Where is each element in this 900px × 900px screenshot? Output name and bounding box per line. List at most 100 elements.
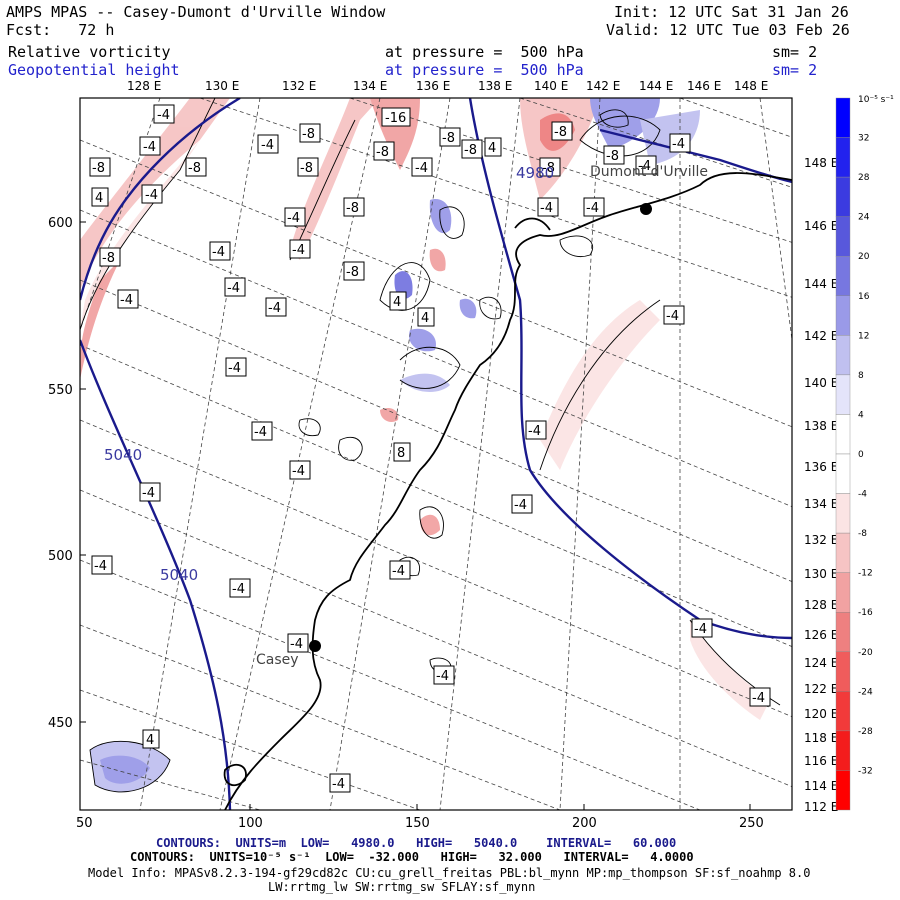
contour-label: -8: [299, 123, 321, 143]
right-label: 116 E: [804, 754, 838, 768]
svg-text:-8: -8: [346, 265, 359, 280]
lon-label: 130 E: [205, 79, 239, 93]
right-label: 146 E: [804, 219, 838, 233]
contour-label: 4: [91, 187, 109, 207]
svg-text:-4: -4: [292, 243, 305, 258]
field1-smoothing: sm= 2: [772, 43, 818, 61]
contour-label: -4: [329, 773, 351, 793]
svg-text:-4: -4: [268, 301, 281, 316]
field2-name: Geopotential height: [8, 61, 180, 79]
contour-label: -4: [91, 555, 113, 575]
colorbar-swatch: [835, 770, 851, 811]
forecast-hour: Fcst: 72 h: [6, 21, 115, 39]
y-axis: 600 550 500 450: [48, 216, 86, 731]
svg-text:-16: -16: [385, 111, 406, 126]
svg-text:-8: -8: [346, 201, 359, 216]
contour-label: 4: [142, 729, 160, 749]
svg-text:-4: -4: [145, 188, 158, 203]
contour-label: -4: [265, 297, 287, 317]
contour-label: -4: [433, 665, 455, 685]
x-tick-label: 250: [739, 816, 764, 831]
field1-level: at pressure = 500 hPa: [385, 43, 584, 61]
contour-label: -8: [343, 197, 365, 217]
contour-label: -8: [461, 139, 483, 159]
contour-label: -4: [669, 133, 691, 153]
contour-label: -8: [343, 261, 365, 281]
contour-label: -4: [691, 618, 713, 638]
colorbar-tick-label: 20: [858, 252, 870, 262]
colorbar-tick-label: -12: [858, 569, 873, 579]
lon-label: 128 E: [127, 79, 161, 93]
right-label: 134 E: [804, 497, 838, 511]
svg-text:-4: -4: [120, 293, 133, 308]
svg-text:-8: -8: [92, 161, 105, 176]
right-label: 138 E: [804, 419, 838, 433]
svg-text:8: 8: [397, 446, 405, 461]
x-tick-label: 150: [405, 816, 430, 831]
colorbar-swatch: [835, 572, 851, 613]
contour-label: -4: [117, 289, 139, 309]
svg-text:-8: -8: [554, 125, 567, 140]
colorbar-swatch: [835, 453, 851, 494]
colorbar-tick-label: 0: [858, 450, 864, 460]
right-label: 140 E: [804, 376, 838, 390]
contour-label: 8: [393, 442, 411, 462]
colorbar-tick-label: -24: [858, 687, 873, 697]
svg-text:-4: -4: [752, 691, 765, 706]
colorbar-tick-label: -8: [858, 529, 867, 539]
x-tick-label: 100: [238, 816, 263, 831]
colorbar-tick-label: 16: [858, 292, 870, 302]
lon-label: 142 E: [586, 79, 620, 93]
svg-text:-4: -4: [694, 622, 707, 637]
svg-text:-4: -4: [332, 777, 345, 792]
dumont-station-label: Dumont d'Urville: [590, 164, 708, 180]
svg-text:-4: -4: [212, 245, 225, 260]
svg-text:-8: -8: [376, 145, 389, 160]
contour-label: -4: [749, 687, 771, 707]
svg-text:-4: -4: [415, 161, 428, 176]
colorbar-tick-label: 12: [858, 331, 869, 341]
x-tick-label: 200: [572, 816, 597, 831]
contour-label: -4: [224, 277, 246, 297]
colorbar-tick-label: -28: [858, 727, 873, 737]
init-time: Init: 12 UTC Sat 31 Jan 26: [614, 3, 849, 21]
svg-text:4: 4: [95, 191, 103, 206]
field2-smoothing: sm= 2: [772, 61, 818, 79]
colorbar-tick-label: 8: [858, 371, 864, 381]
vorticity-contour-info: CONTOURS: UNITS=10⁻⁵ s⁻¹ LOW= -32.000 HI…: [130, 850, 694, 864]
svg-text:4: 4: [146, 733, 154, 748]
contour-label: -8: [185, 157, 207, 177]
svg-text:4: 4: [421, 311, 429, 326]
lon-label: 138 E: [478, 79, 512, 93]
svg-text:-4: -4: [143, 140, 156, 155]
contour-label: -4: [663, 305, 685, 325]
contour-label: -4: [511, 494, 533, 514]
svg-text:-8: -8: [606, 149, 619, 164]
plot-frame: [79, 97, 793, 811]
right-label: 120 E: [804, 707, 838, 721]
y-tick-label: 600: [48, 216, 73, 231]
svg-text:-8: -8: [102, 251, 115, 266]
contour-label: -4: [389, 560, 411, 580]
field2-level: at pressure = 500 hPa: [385, 61, 584, 79]
colorbar-labels: 32 28 24 20 16 12 8 4 0 -4 -8 -12 -16 -20 -24 -28 -32: [858, 134, 873, 777]
svg-text:-4: -4: [638, 159, 651, 174]
colorbar-tick-label: 24: [858, 213, 870, 223]
colorbar-swatch: [835, 216, 851, 257]
lon-label: 134 E: [353, 79, 387, 93]
height-contour-5040-nw: [80, 98, 241, 301]
right-label: 112 E: [804, 800, 838, 814]
svg-text:-8: -8: [542, 161, 555, 176]
colorbar-swatch: [835, 730, 851, 771]
contour-label: 4: [389, 291, 407, 311]
colorbar-swatch: [835, 97, 851, 138]
colorbar-tick-label: 4: [858, 410, 864, 420]
casey-station-marker: [309, 640, 321, 652]
y-tick-label: 550: [48, 383, 73, 398]
contour-label: -4: [525, 420, 547, 440]
colorbar-tick-label: -32: [858, 766, 873, 776]
right-label: 130 E: [804, 567, 838, 581]
svg-text:-4: -4: [290, 637, 303, 652]
colorbar-swatch: [835, 651, 851, 692]
svg-text:4: 4: [393, 295, 401, 310]
